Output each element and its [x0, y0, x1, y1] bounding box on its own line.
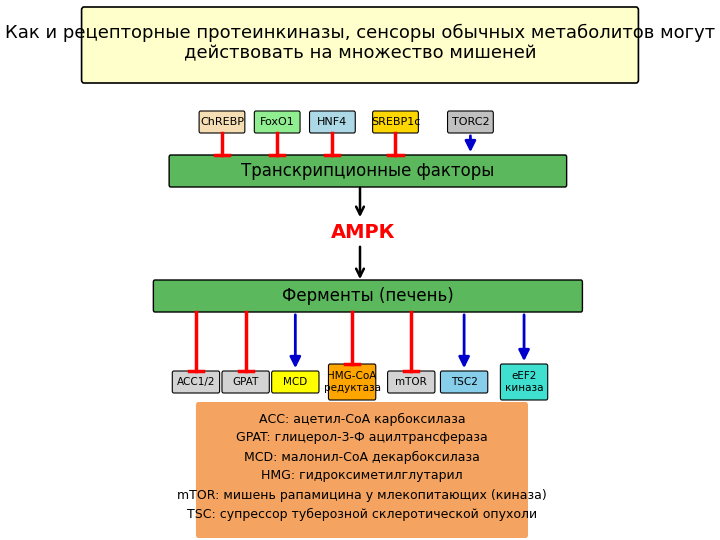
Text: TORC2: TORC2: [451, 117, 489, 127]
Text: HNF4: HNF4: [318, 117, 348, 127]
FancyBboxPatch shape: [254, 111, 300, 133]
FancyBboxPatch shape: [441, 371, 487, 393]
FancyBboxPatch shape: [328, 364, 376, 400]
FancyBboxPatch shape: [373, 111, 418, 133]
FancyBboxPatch shape: [222, 371, 269, 393]
Text: Ферменты (печень): Ферменты (печень): [282, 287, 454, 305]
FancyBboxPatch shape: [169, 155, 567, 187]
Text: MCD: малонил-СоА декарбоксилаза: MCD: малонил-СоА декарбоксилаза: [244, 450, 480, 463]
FancyBboxPatch shape: [196, 402, 528, 538]
FancyBboxPatch shape: [172, 371, 220, 393]
Text: TSC2: TSC2: [451, 377, 477, 387]
Text: АМРК: АМРК: [331, 222, 395, 241]
Text: HMG-CoA
редуктаза: HMG-CoA редуктаза: [323, 371, 381, 393]
Text: eEF2
киназа: eEF2 киназа: [505, 371, 544, 393]
FancyBboxPatch shape: [153, 280, 582, 312]
Text: FoxO1: FoxO1: [260, 117, 294, 127]
Text: АСС: ацетил-СоА карбоксилаза: АСС: ацетил-СоА карбоксилаза: [258, 413, 465, 426]
FancyBboxPatch shape: [448, 111, 493, 133]
FancyBboxPatch shape: [199, 111, 245, 133]
Text: Как и рецепторные протеинкиназы, сенсоры обычных метаболитов могут
действовать н: Как и рецепторные протеинкиназы, сенсоры…: [5, 23, 715, 63]
Text: TSC: супрессор туберозной склеротической опухоли: TSC: супрессор туберозной склеротической…: [187, 508, 537, 521]
FancyBboxPatch shape: [387, 371, 435, 393]
Text: mTOR: мишень рапамицина у млекопитающих (киназа): mTOR: мишень рапамицина у млекопитающих …: [177, 489, 547, 502]
Text: mTOR: mTOR: [395, 377, 427, 387]
FancyBboxPatch shape: [81, 7, 639, 83]
Text: MCD: MCD: [283, 377, 307, 387]
FancyBboxPatch shape: [310, 111, 355, 133]
Text: HMG: гидроксиметилглутарил: HMG: гидроксиметилглутарил: [261, 469, 463, 483]
Text: SREBP1c: SREBP1c: [371, 117, 420, 127]
Text: GPAT: глицерол-3-Ф ацилтрансфераза: GPAT: глицерол-3-Ф ацилтрансфераза: [236, 431, 488, 444]
Text: Транскрипционные факторы: Транскрипционные факторы: [241, 162, 495, 180]
Text: ACC1/2: ACC1/2: [176, 377, 215, 387]
Text: ChREBP: ChREBP: [200, 117, 244, 127]
Text: GPAT: GPAT: [233, 377, 258, 387]
FancyBboxPatch shape: [271, 371, 319, 393]
FancyBboxPatch shape: [500, 364, 548, 400]
